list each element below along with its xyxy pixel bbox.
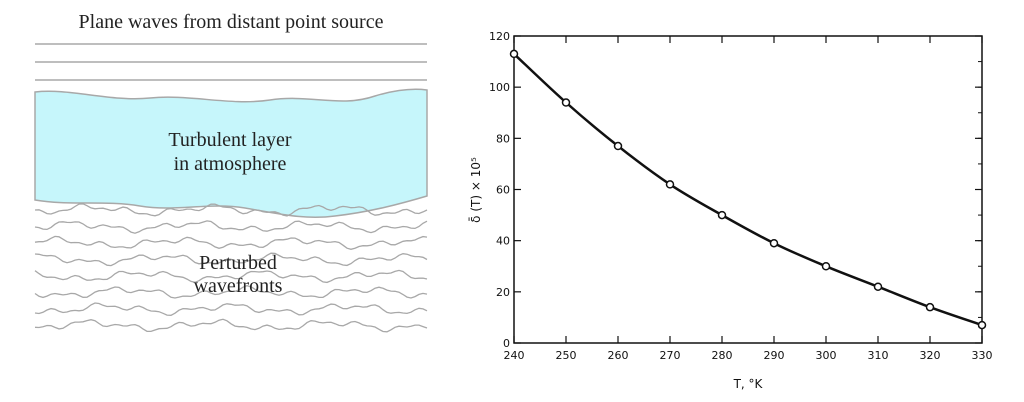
- y-tick-label: 20: [496, 286, 510, 299]
- turbulent-layer: [34, 88, 428, 219]
- x-tick-label: 260: [608, 349, 629, 362]
- x-tick-label: 250: [556, 349, 577, 362]
- perturbed-wavefront: [34, 285, 428, 299]
- data-point: [717, 210, 727, 220]
- data-point: [561, 98, 571, 107]
- layer-label-line2: in atmosphere: [174, 153, 287, 175]
- data-point: [509, 49, 519, 59]
- y-tick-labels: 0 20 40 60 80 100 120: [489, 30, 510, 350]
- x-axis-label: T, °K: [733, 377, 764, 391]
- x-tick-label: 240: [504, 349, 525, 362]
- x-tick-labels: 240 250 260 270 280 290 300 310 320 330: [504, 349, 993, 362]
- top-caption: Plane waves from distant point source: [79, 11, 384, 33]
- perturbed-wavefronts: [34, 203, 428, 333]
- perturbed-wavefront: [34, 302, 428, 316]
- y-tick-label: 40: [496, 235, 510, 248]
- perturbed-wavefront: [34, 318, 428, 333]
- data-point: [977, 320, 987, 330]
- data-points: [509, 49, 987, 330]
- data-point: [769, 238, 779, 248]
- data-point: [665, 180, 675, 189]
- x-tick-label: 290: [764, 349, 785, 362]
- data-point: [821, 262, 831, 271]
- perturbed-wavefront: [34, 220, 428, 234]
- x-tick-label: 330: [972, 349, 993, 362]
- y-tick-label: 0: [503, 337, 510, 350]
- x-tick-label: 280: [712, 349, 733, 362]
- x-tick-label: 320: [920, 349, 941, 362]
- y-tick-label: 80: [496, 132, 510, 145]
- chart-frame: [513, 35, 983, 344]
- y-tick-label: 60: [496, 184, 510, 197]
- data-point: [925, 302, 935, 312]
- data-curve: [513, 52, 983, 327]
- data-point: [873, 282, 883, 291]
- temperature-chart: 240 250 260 270 280 290 300 310 320 330 0 20 40 60 80…: [469, 30, 993, 391]
- perturbed-wavefront: [34, 235, 428, 250]
- bottom-label-line2: wavefronts: [194, 275, 283, 297]
- perturbed-wavefront: [34, 269, 428, 284]
- y-tick-label: 120: [489, 30, 510, 43]
- turbulence-diagram: Plane waves from distant point source Tu…: [34, 11, 428, 333]
- x-tick-label: 300: [816, 349, 837, 362]
- bottom-label-line1: Perturbed: [199, 252, 277, 274]
- y-tick-label: 100: [489, 81, 510, 94]
- x-tick-label: 310: [868, 349, 889, 362]
- data-point: [613, 141, 623, 151]
- x-tick-label: 270: [660, 349, 681, 362]
- plane-wavefronts: [35, 43, 427, 81]
- perturbed-wavefront: [34, 203, 428, 217]
- layer-label-line1: Turbulent layer: [168, 129, 291, 151]
- perturbed-wavefront: [34, 252, 428, 267]
- chart-ticks: [513, 35, 983, 344]
- y-axis-label: δ̄ (T) × 10⁵: [469, 157, 483, 223]
